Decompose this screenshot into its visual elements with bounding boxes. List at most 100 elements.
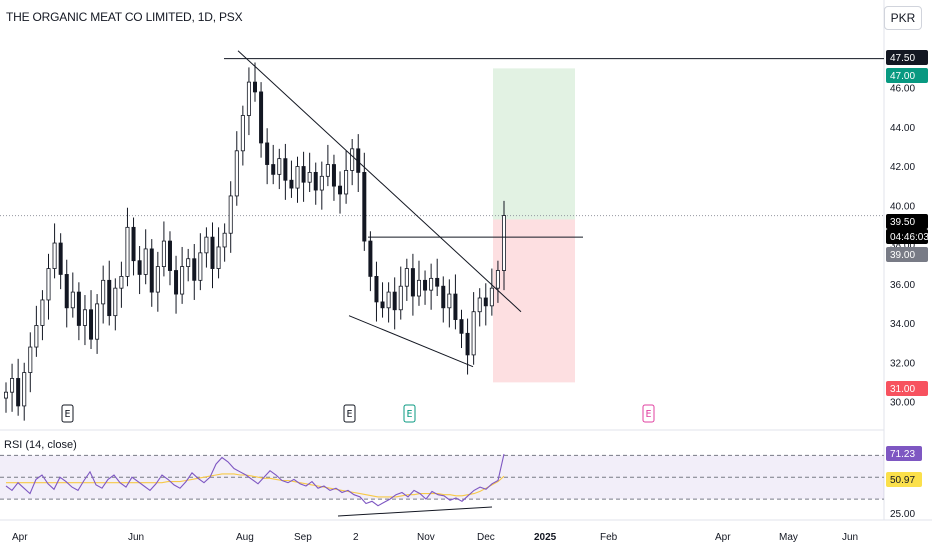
candle (447, 279, 452, 328)
candle (307, 152, 312, 193)
time-tick-label: Jun (842, 532, 858, 543)
candle (350, 139, 355, 186)
time-tick-label: Aug (236, 532, 254, 543)
candle (204, 227, 209, 268)
candle (161, 221, 166, 277)
rsi-indicator-label[interactable]: RSI (14, close) (4, 439, 77, 451)
price-badge: 04:46:03 (886, 229, 929, 244)
time-tick-label: Sep (294, 532, 312, 543)
candle (28, 332, 33, 393)
price-tick-label: 46.00 (890, 84, 915, 95)
earnings-event-marker[interactable]: E (343, 404, 356, 423)
price-badge: 31.00 (886, 381, 928, 396)
price-tick-label: 36.00 (890, 280, 915, 291)
candle (338, 171, 343, 214)
candle (101, 265, 106, 324)
candle (423, 270, 428, 305)
price-tick-label: 34.00 (890, 319, 915, 330)
candle (46, 253, 51, 320)
currency-button[interactable]: PKR (884, 6, 922, 30)
candle (174, 255, 179, 314)
rsi-line (5, 453, 505, 507)
candle (210, 222, 215, 289)
candle (22, 362, 27, 421)
candle (398, 266, 403, 320)
candle (344, 150, 349, 204)
price-badge: 39.00 (886, 247, 928, 262)
earnings-event-marker[interactable]: E (642, 404, 655, 423)
candle (410, 253, 415, 316)
svg-text:04:46:03: 04:46:03 (890, 232, 929, 243)
candle (137, 245, 142, 295)
time-tick-label: Apr (715, 532, 731, 543)
rsi-divergence-line (337, 506, 493, 517)
time-tick-label: Apr (12, 532, 28, 543)
candle (40, 290, 45, 341)
svg-text:E: E (65, 409, 71, 420)
candle (216, 227, 221, 279)
svg-text:50.97: 50.97 (890, 475, 915, 486)
candle (483, 283, 488, 326)
price-candles (4, 62, 506, 421)
earnings-event-marker[interactable]: E (61, 404, 74, 423)
trendline-drawings (224, 50, 884, 368)
candle (228, 181, 233, 253)
earnings-event-marker[interactable]: E (403, 404, 416, 423)
candle (368, 231, 373, 292)
time-axis: Apr Jun Aug Sep 2 Nov Dec 2025 Feb Apr May Jun (12, 532, 858, 543)
price-tick-label: 44.00 (890, 123, 915, 134)
candle (489, 268, 494, 316)
candle (82, 295, 87, 346)
candle (380, 282, 385, 318)
candle (362, 152, 367, 251)
candle (119, 261, 124, 308)
price-tick-label: 40.00 (890, 201, 915, 212)
candle (459, 309, 464, 349)
candle (501, 200, 506, 291)
svg-text:47.00: 47.00 (890, 71, 915, 82)
rsi-pane: 71.23 50.97 25.00 (0, 446, 922, 520)
candle (429, 263, 434, 310)
price-tick-label: 42.00 (890, 162, 915, 173)
time-tick-label: Dec (477, 532, 495, 543)
candle (271, 144, 276, 185)
candle (465, 318, 470, 375)
rsi-value-badge: 71.23 (886, 446, 922, 461)
candle (70, 272, 75, 318)
svg-text:39.50: 39.50 (890, 217, 915, 228)
time-tick-label: May (779, 532, 798, 543)
candle (295, 156, 300, 203)
candle (95, 294, 100, 354)
candle (222, 223, 227, 262)
candle (289, 160, 294, 198)
time-tick-label: Feb (600, 532, 618, 543)
candle (234, 131, 239, 206)
candle (246, 67, 251, 136)
svg-text:39.00: 39.00 (890, 250, 915, 261)
rsi-tick-label: 25.00 (890, 509, 915, 520)
candle (453, 274, 458, 330)
candle (155, 251, 160, 312)
candle (331, 154, 336, 201)
candle (283, 143, 288, 200)
candle (471, 292, 476, 365)
price-tick-label: 30.00 (890, 398, 915, 409)
price-badge: 47.00 (886, 68, 928, 83)
candle (113, 278, 118, 331)
candle (435, 258, 440, 297)
chart-title: THE ORGANIC MEAT CO LIMITED, 1D, PSX (6, 10, 243, 24)
svg-text:31.00: 31.00 (890, 384, 915, 395)
candle (392, 277, 397, 330)
price-badge: 39.50 (886, 214, 928, 229)
candle (192, 244, 197, 300)
candle (252, 62, 257, 102)
candle (167, 231, 172, 286)
time-tick-label: 2 (353, 532, 359, 543)
candle (386, 282, 391, 323)
candle (198, 233, 203, 291)
svg-text:E: E (407, 409, 413, 420)
time-tick-label: 2025 (534, 532, 557, 543)
candle (131, 217, 136, 276)
